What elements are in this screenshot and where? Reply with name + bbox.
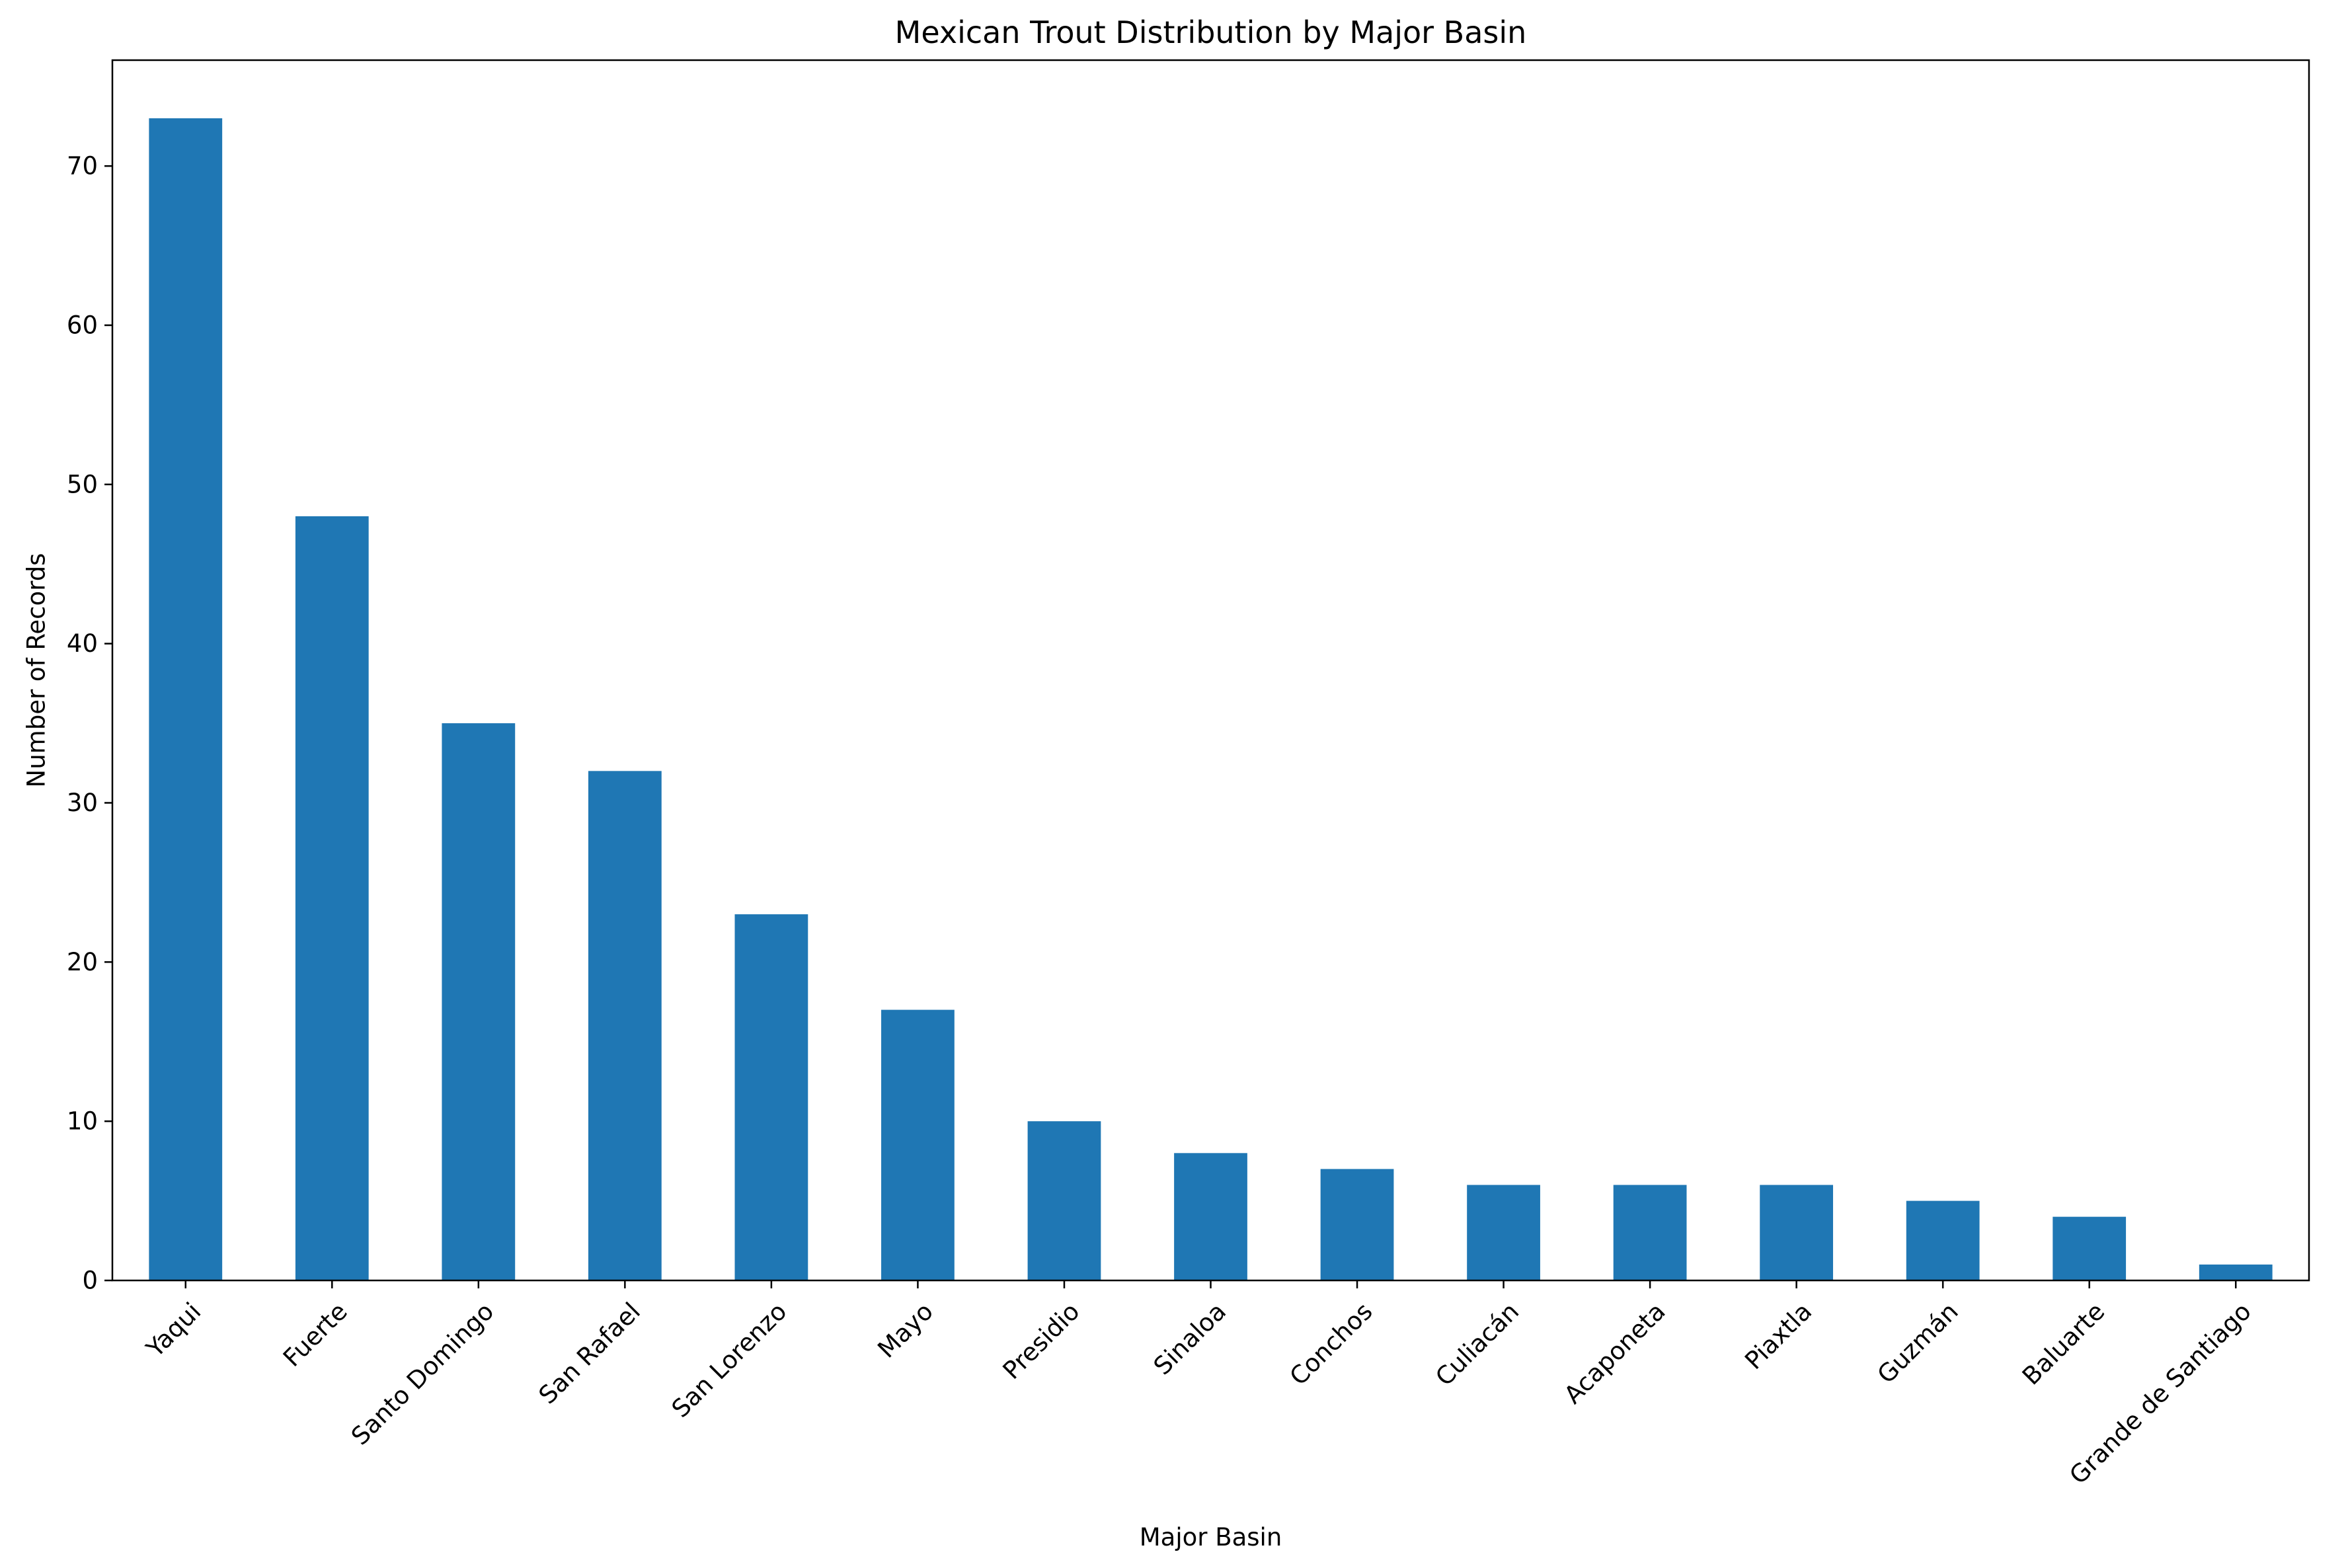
bar-10 bbox=[1467, 1185, 1540, 1280]
bar-5 bbox=[734, 914, 808, 1280]
y-tick-label: 50 bbox=[67, 470, 98, 498]
plot-frame bbox=[111, 59, 2310, 1282]
y-tick-label: 60 bbox=[67, 311, 98, 339]
bar-14 bbox=[2053, 1216, 2127, 1280]
bar-12 bbox=[1760, 1185, 1834, 1280]
y-axis-label: Number of Records bbox=[22, 553, 51, 788]
bar-2 bbox=[295, 516, 369, 1280]
y-axis: 0 10 20 30 40 50 60 70 bbox=[67, 152, 112, 1295]
y-tick-label: 70 bbox=[67, 152, 98, 180]
bar-6 bbox=[881, 1009, 955, 1280]
chart-title: Mexican Trout Distribution by Major Basi… bbox=[895, 15, 1527, 50]
bar-1 bbox=[149, 118, 223, 1280]
y-tick-label: 20 bbox=[67, 948, 98, 976]
y-tick-label: 30 bbox=[67, 789, 98, 817]
bar-13 bbox=[1906, 1200, 1980, 1280]
bar-8 bbox=[1174, 1153, 1247, 1280]
bar-11 bbox=[1613, 1185, 1687, 1280]
x-axis-label: Major Basin bbox=[1140, 1523, 1282, 1551]
y-tick-label: 40 bbox=[67, 629, 98, 658]
bar-3 bbox=[442, 723, 516, 1280]
bar-15 bbox=[2199, 1264, 2273, 1280]
y-tick-label: 10 bbox=[67, 1107, 98, 1136]
bar-4 bbox=[588, 771, 662, 1280]
bar-7 bbox=[1027, 1121, 1101, 1280]
bars-layer bbox=[149, 118, 2273, 1280]
bar-9 bbox=[1320, 1169, 1394, 1280]
y-tick-label: 0 bbox=[82, 1267, 98, 1295]
